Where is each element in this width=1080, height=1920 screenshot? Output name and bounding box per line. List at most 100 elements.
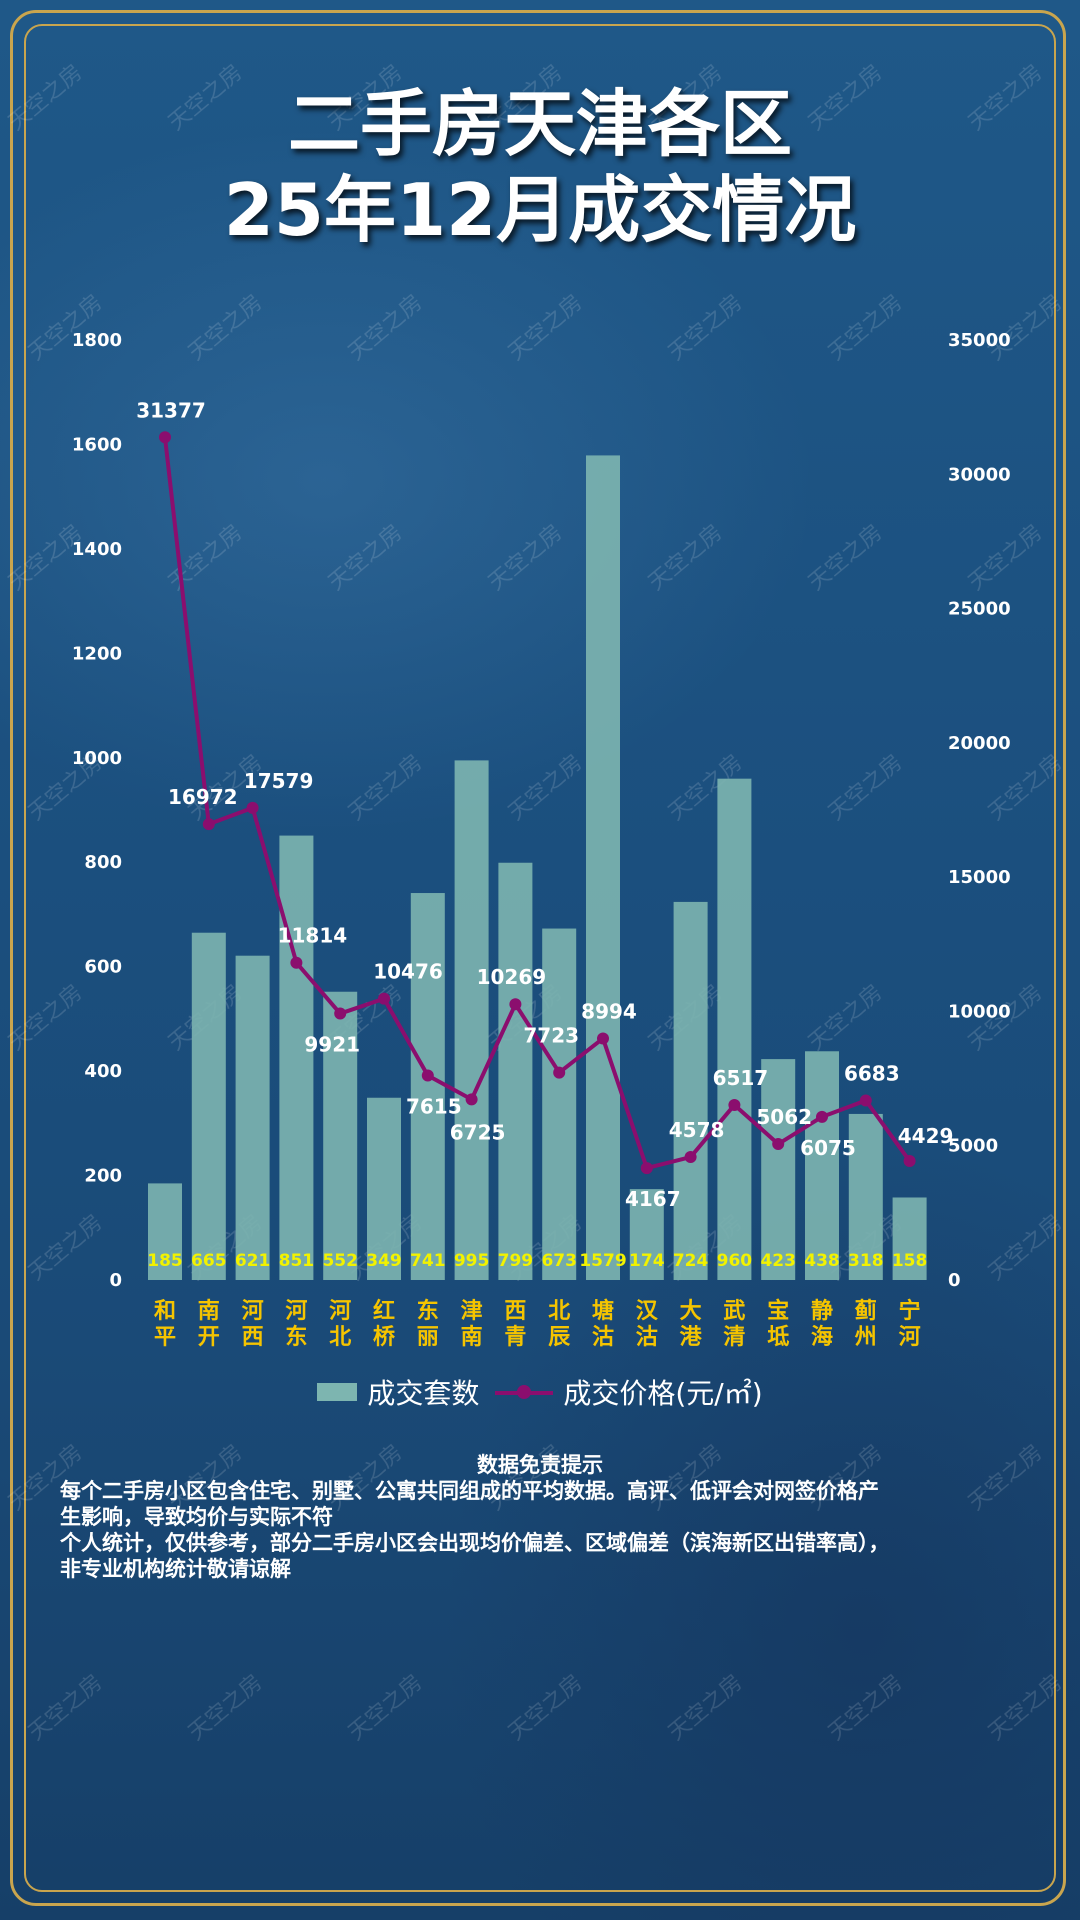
price-value-label: 31377 bbox=[136, 398, 206, 422]
price-line bbox=[163, 437, 912, 1171]
price-point bbox=[816, 1110, 828, 1123]
price-value-label: 7615 bbox=[406, 1094, 462, 1118]
legend-line-swatch bbox=[495, 1382, 554, 1402]
chart-title-line1: 二手房天津各区 bbox=[287, 82, 792, 166]
legend-item-line: 成交价格(元/㎡) bbox=[495, 1372, 763, 1412]
price-point bbox=[421, 1069, 434, 1082]
bar-value-label: 665 bbox=[191, 1251, 227, 1271]
category-label: 南开 bbox=[198, 1299, 220, 1350]
category-label: 津南 bbox=[461, 1298, 483, 1350]
legend-item-bars: 成交套数 bbox=[317, 1372, 479, 1412]
bar-value-label: 174 bbox=[629, 1251, 665, 1271]
category-label: 汉沽 bbox=[636, 1299, 659, 1350]
bar-value-label: 995 bbox=[454, 1251, 490, 1271]
bar-series bbox=[148, 455, 927, 1280]
price-value-label: 8994 bbox=[581, 999, 637, 1023]
right-axis-tick-label: 20000 bbox=[948, 733, 1011, 754]
chart-title-line2: 25年12月成交情况 bbox=[223, 168, 857, 252]
right-axis-tick-label: 25000 bbox=[948, 599, 1011, 620]
right-axis: 0 5000 10000 15000 20000 25000 30000 35000 bbox=[948, 330, 1011, 1291]
bar bbox=[454, 760, 489, 1280]
bar-value-label: 158 bbox=[892, 1251, 928, 1271]
disclaimer-line: 每个二手房小区包含住宅、别墅、公寓共同组成的平均数据。高评、低评会对网签价格产 bbox=[60, 1479, 879, 1503]
category-label: 武清 bbox=[723, 1299, 745, 1350]
bar bbox=[191, 932, 226, 1280]
category-label: 河西 bbox=[242, 1299, 264, 1350]
legend-line-label: 成交价格(元/㎡) bbox=[563, 1377, 763, 1410]
category-label: 河北 bbox=[329, 1299, 351, 1350]
disclaimer-line: 个人统计，仅供参考，部分二手房小区会出现均价偏差、区域偏差（滨海新区出错率高）， bbox=[60, 1531, 890, 1555]
price-value-label: 5062 bbox=[756, 1105, 812, 1129]
bar-value-label: 851 bbox=[279, 1251, 315, 1271]
price-point bbox=[509, 998, 522, 1011]
bar bbox=[848, 1113, 883, 1280]
price-value-label: 9921 bbox=[304, 1033, 360, 1057]
combo-chart: 185 665 621 851 552 349 741 995 799 673 1579 174 724… bbox=[72, 330, 1011, 1350]
category-label: 宁河 bbox=[899, 1298, 921, 1350]
bar-value-label: 724 bbox=[673, 1251, 709, 1271]
left-axis-tick-label: 1800 bbox=[72, 330, 122, 351]
price-point bbox=[597, 1032, 609, 1045]
right-axis-tick-label: 10000 bbox=[948, 1001, 1011, 1022]
bar bbox=[148, 1183, 182, 1280]
bar bbox=[805, 1051, 839, 1280]
bar-value-label: 438 bbox=[804, 1251, 840, 1271]
bar-value-label: 423 bbox=[760, 1251, 796, 1271]
bar-value-label: 318 bbox=[848, 1251, 884, 1271]
bar bbox=[717, 778, 752, 1280]
price-value-label: 17579 bbox=[244, 769, 314, 793]
category-label: 西青 bbox=[504, 1299, 526, 1350]
bar-value-label: 621 bbox=[235, 1251, 271, 1271]
bar bbox=[367, 1097, 401, 1280]
left-axis-tick-label: 400 bbox=[84, 1061, 122, 1082]
bar bbox=[673, 901, 708, 1280]
price-point bbox=[772, 1138, 785, 1151]
decorative-frame-inner bbox=[24, 24, 1056, 1892]
price-point bbox=[728, 1098, 741, 1111]
price-point bbox=[159, 431, 171, 444]
legend-bar-swatch bbox=[317, 1383, 358, 1401]
bar-value-label: 349 bbox=[366, 1251, 402, 1271]
disclaimer: 数据免责提示 每个二手房小区包含住宅、别墅、公寓共同组成的平均数据。高评、低评会… bbox=[60, 1452, 1020, 1582]
left-axis-tick-label: 600 bbox=[84, 957, 122, 978]
bar bbox=[235, 955, 270, 1280]
left-axis-tick-label: 200 bbox=[84, 1166, 122, 1187]
price-value-label: 4578 bbox=[669, 1118, 725, 1142]
right-axis-tick-label: 15000 bbox=[948, 867, 1011, 888]
category-label: 蓟州 bbox=[854, 1299, 877, 1350]
price-value-label: 16972 bbox=[168, 785, 238, 809]
left-axis-tick-label: 0 bbox=[109, 1270, 122, 1291]
price-point bbox=[553, 1066, 566, 1079]
category-label: 塘沽 bbox=[592, 1298, 614, 1350]
price-point bbox=[465, 1093, 478, 1106]
price-value-label: 7723 bbox=[523, 1024, 579, 1048]
price-value-label: 4167 bbox=[625, 1187, 681, 1211]
bar bbox=[498, 862, 533, 1280]
price-point bbox=[246, 801, 259, 814]
category-label: 红桥 bbox=[373, 1298, 395, 1350]
disclaimer-title: 数据免责提示 bbox=[477, 1453, 603, 1477]
category-label: 宝坻 bbox=[767, 1298, 789, 1350]
bar bbox=[410, 893, 445, 1280]
bar bbox=[323, 991, 358, 1280]
decorative-frame-outer bbox=[10, 10, 1066, 1906]
bar bbox=[892, 1197, 927, 1280]
right-axis-tick-label: 0 bbox=[948, 1270, 961, 1291]
bar bbox=[629, 1189, 664, 1280]
bar bbox=[279, 835, 314, 1280]
bar-value-label: 799 bbox=[498, 1251, 534, 1271]
right-axis-tick-label: 30000 bbox=[948, 464, 1011, 485]
bar-value-label: 1579 bbox=[579, 1251, 626, 1271]
price-value-label: 4429 bbox=[898, 1124, 954, 1148]
left-axis-tick-label: 800 bbox=[84, 852, 122, 873]
category-label: 东丽 bbox=[417, 1298, 439, 1350]
price-point bbox=[202, 818, 215, 831]
right-axis-tick-label: 35000 bbox=[948, 330, 1011, 351]
category-label: 大港 bbox=[680, 1299, 703, 1350]
category-label: 河东 bbox=[285, 1299, 307, 1350]
left-axis: 0 200 400 600 800 1000 1200 1400 1600 1800 bbox=[72, 330, 122, 1291]
price-value-label: 10476 bbox=[373, 960, 443, 984]
price-value-label: 6683 bbox=[844, 1062, 900, 1086]
